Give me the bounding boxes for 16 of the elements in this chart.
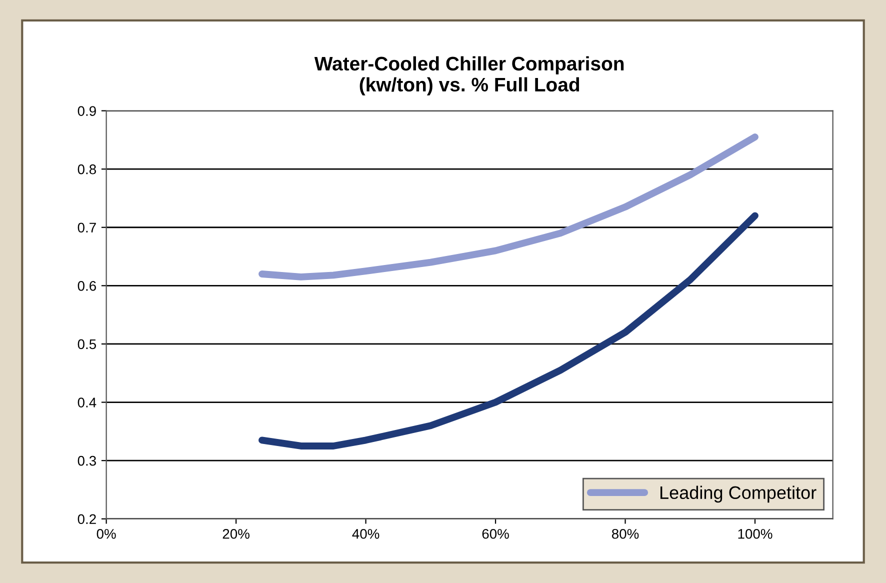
- y-tick-label: 0.8: [78, 164, 96, 174]
- y-tick-label: 0.7: [78, 222, 96, 233]
- y-tick-label: 0.5: [78, 339, 96, 350]
- y-tick-label: 0.6: [78, 281, 96, 291]
- x-tick-label: 80%: [612, 528, 639, 539]
- x-tick-label: 20%: [222, 528, 250, 539]
- x-tick-label: 0%: [96, 528, 116, 539]
- x-tick-label: 100%: [738, 528, 772, 539]
- x-tick-label: 40%: [352, 528, 380, 539]
- legend-label: Leading Competitor: [660, 486, 816, 503]
- x-tick-label: 60%: [482, 528, 509, 539]
- y-tick-label: 0.4: [78, 398, 96, 408]
- y-tick-label: 0.9: [78, 106, 96, 116]
- y-tick-label: 0.2: [78, 514, 96, 524]
- chart-title: Water-Cooled Chiller Comparison (kw/ton) vs. % Full Load: [314, 56, 624, 96]
- y-tick-label: 0.3: [78, 456, 96, 466]
